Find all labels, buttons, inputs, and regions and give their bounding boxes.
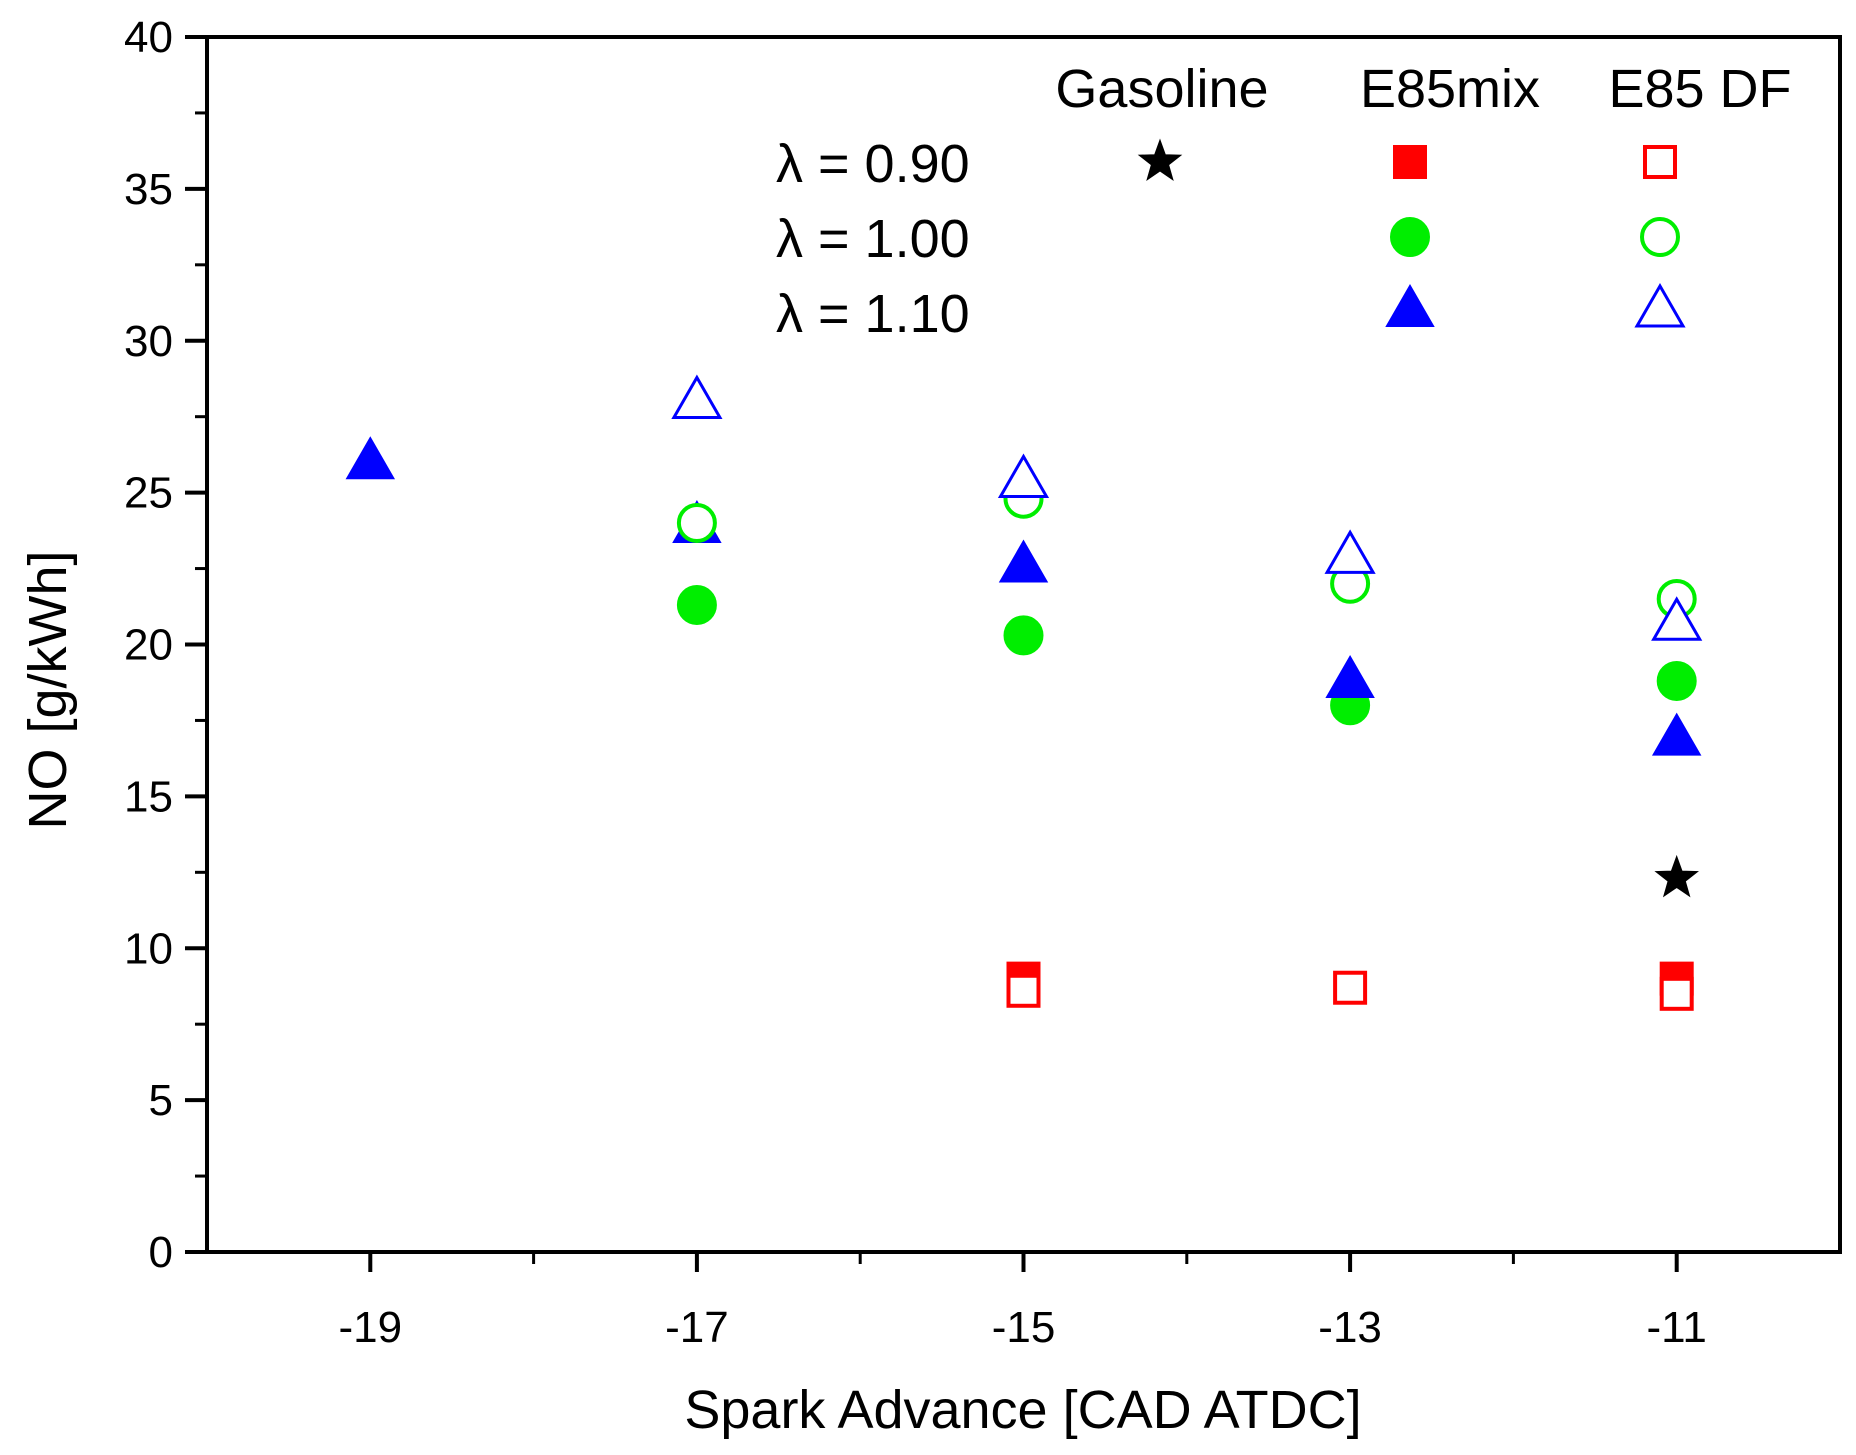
circle-open-point	[676, 503, 717, 543]
legend-row-lambda-100: λ = 1.00	[776, 209, 970, 269]
triangle-filled-point	[998, 539, 1049, 583]
y-tick-label: 10	[124, 924, 173, 973]
y-tick-label: 40	[124, 13, 173, 62]
data-points	[345, 374, 1703, 1011]
y-axis: 0 5 10 15 20 25 30 35 40	[124, 13, 207, 1277]
triangle-open-point	[1324, 529, 1376, 574]
legend-square-open-marker	[1643, 145, 1677, 179]
legend: Gasoline E85mix E85 DF λ = 0.90 λ = 1.00…	[776, 59, 1792, 344]
x-axis: -19 -17 -15 -13 -11	[339, 1252, 1707, 1352]
square-open-point	[1006, 973, 1041, 1008]
legend-star-filled-marker	[1137, 138, 1183, 181]
legend-circle-filled-marker	[1390, 217, 1430, 257]
legend-triangle-open-marker	[1634, 282, 1686, 328]
triangle-filled-point	[1325, 654, 1375, 698]
star-filled-point	[1654, 854, 1699, 898]
y-tick-label: 5	[149, 1076, 173, 1125]
square-open-point	[1333, 970, 1368, 1005]
legend-col-e85df: E85 DF	[1608, 59, 1791, 119]
triangle-filled-point	[1651, 712, 1702, 756]
legend-col-gasoline: Gasoline	[1055, 59, 1268, 119]
x-tick-label: -11	[1647, 1303, 1707, 1352]
y-tick-label: 25	[124, 469, 173, 518]
legend-square-filled-marker	[1393, 145, 1427, 179]
legend-row-lambda-110: λ = 1.10	[776, 284, 970, 344]
x-tick-label: -15	[992, 1303, 1056, 1352]
triangle-open-point	[671, 374, 723, 419]
y-tick-label: 0	[149, 1228, 173, 1277]
y-axis-title: NO [g/kWh]	[18, 550, 78, 829]
y-tick-label: 15	[124, 772, 173, 821]
x-axis-title: Spark Advance [CAD ATDC]	[684, 1380, 1361, 1440]
circle-filled-point	[676, 585, 717, 626]
y-tick-label: 30	[124, 317, 173, 366]
triangle-open-point	[997, 453, 1050, 498]
x-tick-label: -13	[1318, 1303, 1382, 1352]
legend-col-e85mix: E85mix	[1360, 59, 1540, 119]
circle-filled-point	[1656, 660, 1697, 701]
x-tick-label: -17	[665, 1303, 729, 1352]
triangle-open-point	[1651, 596, 1703, 641]
y-tick-label: 35	[124, 165, 173, 214]
x-tick-label: -19	[339, 1303, 403, 1352]
legend-triangle-filled-marker	[1385, 283, 1435, 327]
legend-row-lambda-090: λ = 0.90	[776, 134, 970, 194]
triangle-filled-point	[345, 436, 396, 480]
square-open-point	[1659, 976, 1694, 1011]
legend-markers	[1137, 138, 1686, 328]
legend-circle-open-marker	[1640, 217, 1680, 257]
circle-filled-point	[1003, 615, 1044, 656]
y-tick-label: 20	[124, 621, 173, 670]
